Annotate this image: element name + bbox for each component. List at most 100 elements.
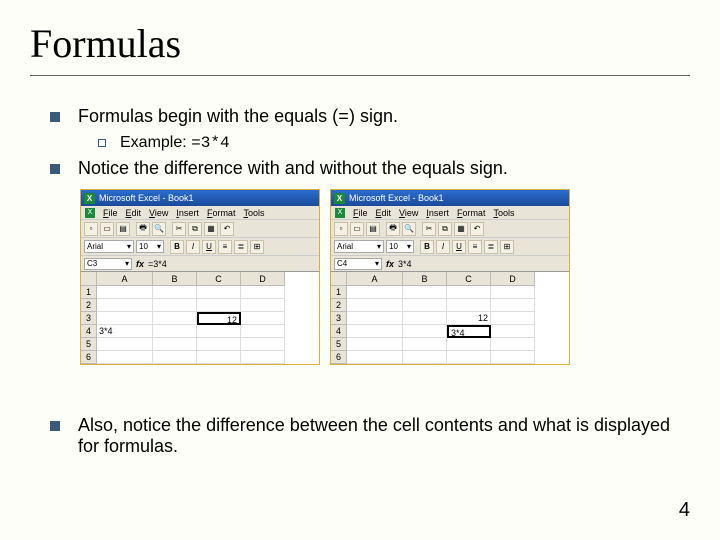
menu-item[interactable]: Insert — [176, 208, 199, 218]
cell[interactable] — [153, 299, 197, 312]
cell[interactable] — [197, 299, 241, 312]
col-header[interactable]: C — [447, 272, 491, 286]
cell[interactable] — [97, 351, 153, 364]
cell[interactable] — [491, 286, 535, 299]
cell[interactable] — [97, 312, 153, 325]
cell[interactable] — [491, 325, 535, 338]
cell[interactable] — [447, 351, 491, 364]
toolbar-button[interactable]: ▭ — [350, 222, 364, 236]
format-button[interactable]: B — [420, 240, 434, 254]
col-header[interactable]: A — [97, 272, 153, 286]
menu-item[interactable]: Format — [207, 208, 236, 218]
cell[interactable] — [491, 351, 535, 364]
row-header[interactable]: 4 — [331, 325, 347, 338]
cell[interactable] — [403, 286, 447, 299]
toolbar-button[interactable]: 🔍 — [152, 222, 166, 236]
cell[interactable] — [241, 286, 285, 299]
row-header[interactable]: 1 — [331, 286, 347, 299]
cell[interactable] — [153, 338, 197, 351]
menu-item[interactable]: Tools — [493, 208, 514, 218]
cell[interactable] — [491, 312, 535, 325]
toolbar-button[interactable]: ▫ — [84, 222, 98, 236]
font-selector[interactable]: Arial▾ — [84, 240, 134, 253]
toolbar-button[interactable]: ▫ — [334, 222, 348, 236]
menu-item[interactable]: File — [103, 208, 118, 218]
col-header[interactable]: B — [153, 272, 197, 286]
cell[interactable] — [97, 299, 153, 312]
menu-item[interactable]: Edit — [376, 208, 392, 218]
menu-item[interactable]: Format — [457, 208, 486, 218]
row-header[interactable]: 2 — [81, 299, 97, 312]
formula-value[interactable]: =3*4 — [148, 259, 167, 269]
cell[interactable] — [241, 312, 285, 325]
menu-item[interactable]: Tools — [243, 208, 264, 218]
cell[interactable] — [347, 338, 403, 351]
cell[interactable] — [447, 299, 491, 312]
col-header[interactable] — [331, 272, 347, 286]
format-button[interactable]: U — [452, 240, 466, 254]
cell[interactable] — [97, 338, 153, 351]
cell[interactable] — [241, 325, 285, 338]
cell[interactable] — [491, 338, 535, 351]
formula-value[interactable]: 3*4 — [398, 259, 412, 269]
row-header[interactable]: 6 — [81, 351, 97, 364]
toolbar-button[interactable]: ⧉ — [188, 222, 202, 236]
cell[interactable] — [197, 286, 241, 299]
cell[interactable] — [197, 338, 241, 351]
size-selector[interactable]: 10▾ — [386, 240, 414, 253]
col-header[interactable]: C — [197, 272, 241, 286]
toolbar-button[interactable]: 🔍 — [402, 222, 416, 236]
row-header[interactable]: 1 — [81, 286, 97, 299]
fx-icon[interactable]: fx — [136, 259, 144, 269]
cell[interactable]: 3*4 — [97, 325, 153, 338]
cell[interactable] — [153, 286, 197, 299]
col-header[interactable]: B — [403, 272, 447, 286]
toolbar-button[interactable]: ✂ — [172, 222, 186, 236]
toolbar-button[interactable]: ▤ — [366, 222, 380, 236]
row-header[interactable]: 3 — [331, 312, 347, 325]
cell[interactable] — [97, 286, 153, 299]
menu-item[interactable]: View — [149, 208, 168, 218]
menu-item[interactable]: File — [353, 208, 368, 218]
toolbar-button[interactable]: ▭ — [100, 222, 114, 236]
toolbar-button[interactable]: 🖶 — [136, 222, 150, 236]
cell[interactable] — [403, 325, 447, 338]
cell[interactable] — [447, 286, 491, 299]
cell[interactable] — [403, 312, 447, 325]
toolbar-button[interactable]: ▦ — [454, 222, 468, 236]
name-box[interactable]: C4▾ — [334, 258, 382, 270]
cell[interactable] — [197, 351, 241, 364]
toolbar-button[interactable]: ↶ — [470, 222, 484, 236]
cell[interactable] — [153, 325, 197, 338]
toolbar-button[interactable]: ▤ — [116, 222, 130, 236]
cell[interactable]: 12 — [197, 312, 241, 325]
row-header[interactable]: 3 — [81, 312, 97, 325]
toolbar-button[interactable]: ✂ — [422, 222, 436, 236]
cell[interactable] — [347, 351, 403, 364]
toolbar-button[interactable]: ▦ — [204, 222, 218, 236]
row-header[interactable]: 5 — [81, 338, 97, 351]
col-header[interactable] — [81, 272, 97, 286]
format-button[interactable]: ≡ — [218, 240, 232, 254]
menu-item[interactable]: Edit — [126, 208, 142, 218]
size-selector[interactable]: 10▾ — [136, 240, 164, 253]
cell[interactable] — [347, 299, 403, 312]
cell[interactable] — [403, 351, 447, 364]
toolbar-button[interactable]: 🖶 — [386, 222, 400, 236]
format-button[interactable]: U — [202, 240, 216, 254]
format-button[interactable]: ≣ — [234, 240, 248, 254]
col-header[interactable]: A — [347, 272, 403, 286]
cell[interactable] — [241, 351, 285, 364]
menu-item[interactable]: Insert — [426, 208, 449, 218]
format-button[interactable]: ≡ — [468, 240, 482, 254]
cell[interactable] — [153, 351, 197, 364]
cell[interactable] — [347, 325, 403, 338]
fx-icon[interactable]: fx — [386, 259, 394, 269]
cell[interactable] — [241, 338, 285, 351]
menu-item[interactable]: View — [399, 208, 418, 218]
cell[interactable] — [347, 286, 403, 299]
cell[interactable] — [403, 299, 447, 312]
row-header[interactable]: 6 — [331, 351, 347, 364]
format-button[interactable]: I — [436, 240, 450, 254]
row-header[interactable]: 4 — [81, 325, 97, 338]
